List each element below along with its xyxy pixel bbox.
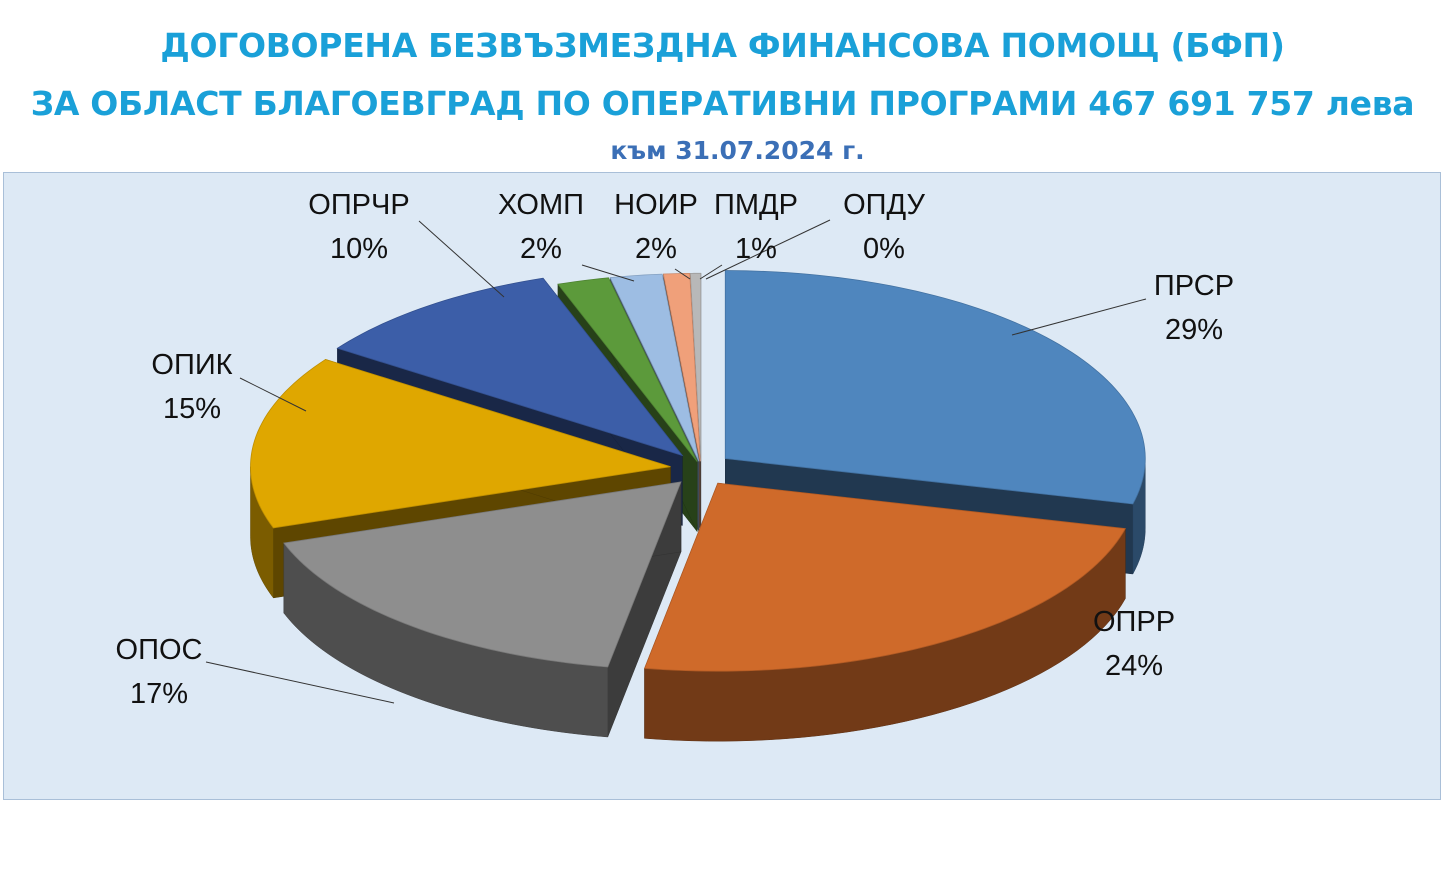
slice-label-2: ОПРР (1093, 606, 1175, 638)
slice-label-8: ПМДР (714, 189, 798, 221)
chart-title-line-2: ЗА ОБЛАСТ БЛАГОЕВГРАД ПО ОПЕРАТИВНИ ПРОГ… (30, 84, 1415, 123)
slice-percent-3: 17% (130, 678, 188, 710)
slice-label-1: ПРСР (1154, 270, 1234, 302)
leader-line-3 (205, 661, 395, 704)
leader-line-9 (705, 219, 831, 280)
slice-percent-2: 24% (1105, 650, 1163, 682)
slice-percent-8: 1% (735, 233, 777, 265)
slice-percent-7: 2% (635, 233, 677, 265)
chart-title-line-1: ДОГОВОРЕНА БЕЗВЪЗМЕЗДНА ФИНАНСОВА ПОМОЩ … (160, 26, 1285, 65)
slice-label-3: ОПОС (116, 634, 203, 666)
leader-line-8 (699, 264, 723, 280)
slice-label-9: ОПДУ (843, 189, 925, 221)
slice-label-5: ОПРЧР (308, 189, 409, 221)
slice-percent-9: 0% (863, 233, 905, 265)
slice-percent-4: 15% (163, 393, 221, 425)
slice-label-6: ХОМП (498, 189, 584, 221)
leader-line-6 (581, 264, 635, 282)
leader-line-4 (239, 377, 307, 412)
leader-line-5 (418, 220, 505, 298)
slice-percent-6: 2% (520, 233, 562, 265)
chart-plot-area: ПРСР 29% ОПРР 24% ОПОС 17% ОПИК 15% ОПРЧР 10% ХОМП… (3, 172, 1441, 800)
slice-label-4: ОПИК (151, 349, 232, 381)
pie-slice-3 (283, 481, 682, 738)
chart-subtitle: към 31.07.2024 г. (610, 136, 865, 165)
pie-slice-2 (643, 482, 1126, 742)
slice-percent-5: 10% (330, 233, 388, 265)
leader-line-7 (674, 268, 691, 280)
pie-chart: ПРСР 29% ОПРР 24% ОПОС 17% ОПИК 15% ОПРЧР 10% ХОМП… (116, 189, 1234, 742)
slice-percent-1: 29% (1165, 314, 1223, 346)
leader-line-1 (1011, 298, 1147, 336)
slice-label-7: НОИР (614, 189, 698, 221)
